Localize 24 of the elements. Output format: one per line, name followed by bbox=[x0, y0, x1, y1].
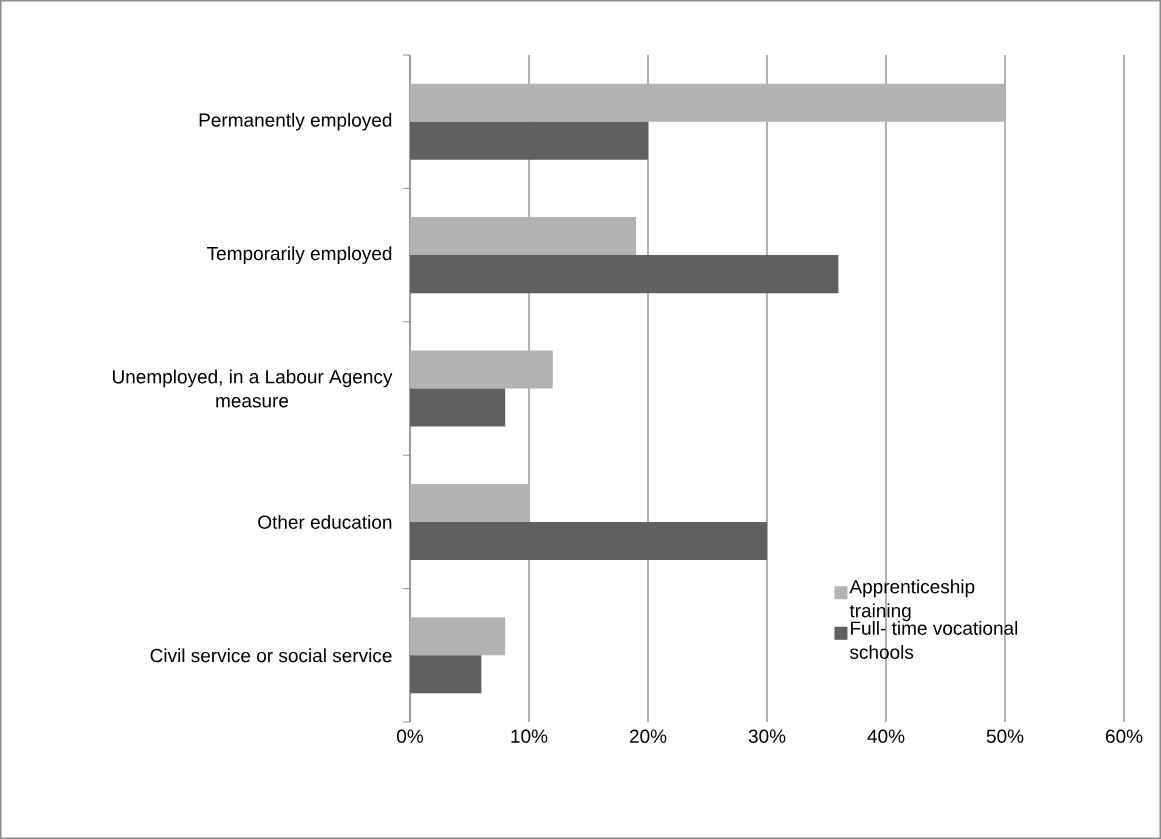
x-tick-label: 10% bbox=[511, 729, 548, 743]
bar bbox=[410, 483, 529, 522]
bar bbox=[410, 655, 482, 694]
x-tick-label: 0% bbox=[397, 729, 424, 743]
y-tick-label: Other education bbox=[258, 514, 392, 529]
x-tick-label: 40% bbox=[867, 729, 905, 743]
y-tick-label: Civil service or social service bbox=[150, 648, 392, 663]
bar bbox=[410, 617, 506, 656]
x-tick-label: 60% bbox=[1105, 729, 1143, 743]
y-tick-label: Unemployed, in a Labour Agency measure bbox=[112, 369, 393, 408]
bar bbox=[410, 350, 553, 389]
bar bbox=[410, 217, 637, 256]
bar bbox=[410, 255, 839, 294]
bar bbox=[410, 83, 1006, 122]
x-tick-label: 20% bbox=[629, 729, 667, 743]
bar bbox=[410, 121, 648, 160]
bar bbox=[410, 388, 506, 427]
legend-label: Apprenticeship training bbox=[849, 579, 975, 622]
bar bbox=[410, 521, 767, 560]
y-tick-label: Permanently employed bbox=[199, 112, 392, 131]
legend-label: Full- time vocational schools bbox=[849, 620, 1018, 659]
x-tick-label: 30% bbox=[748, 729, 786, 743]
x-tick-label: 50% bbox=[986, 729, 1024, 743]
y-tick-label: Temporarily employed bbox=[207, 246, 392, 264]
